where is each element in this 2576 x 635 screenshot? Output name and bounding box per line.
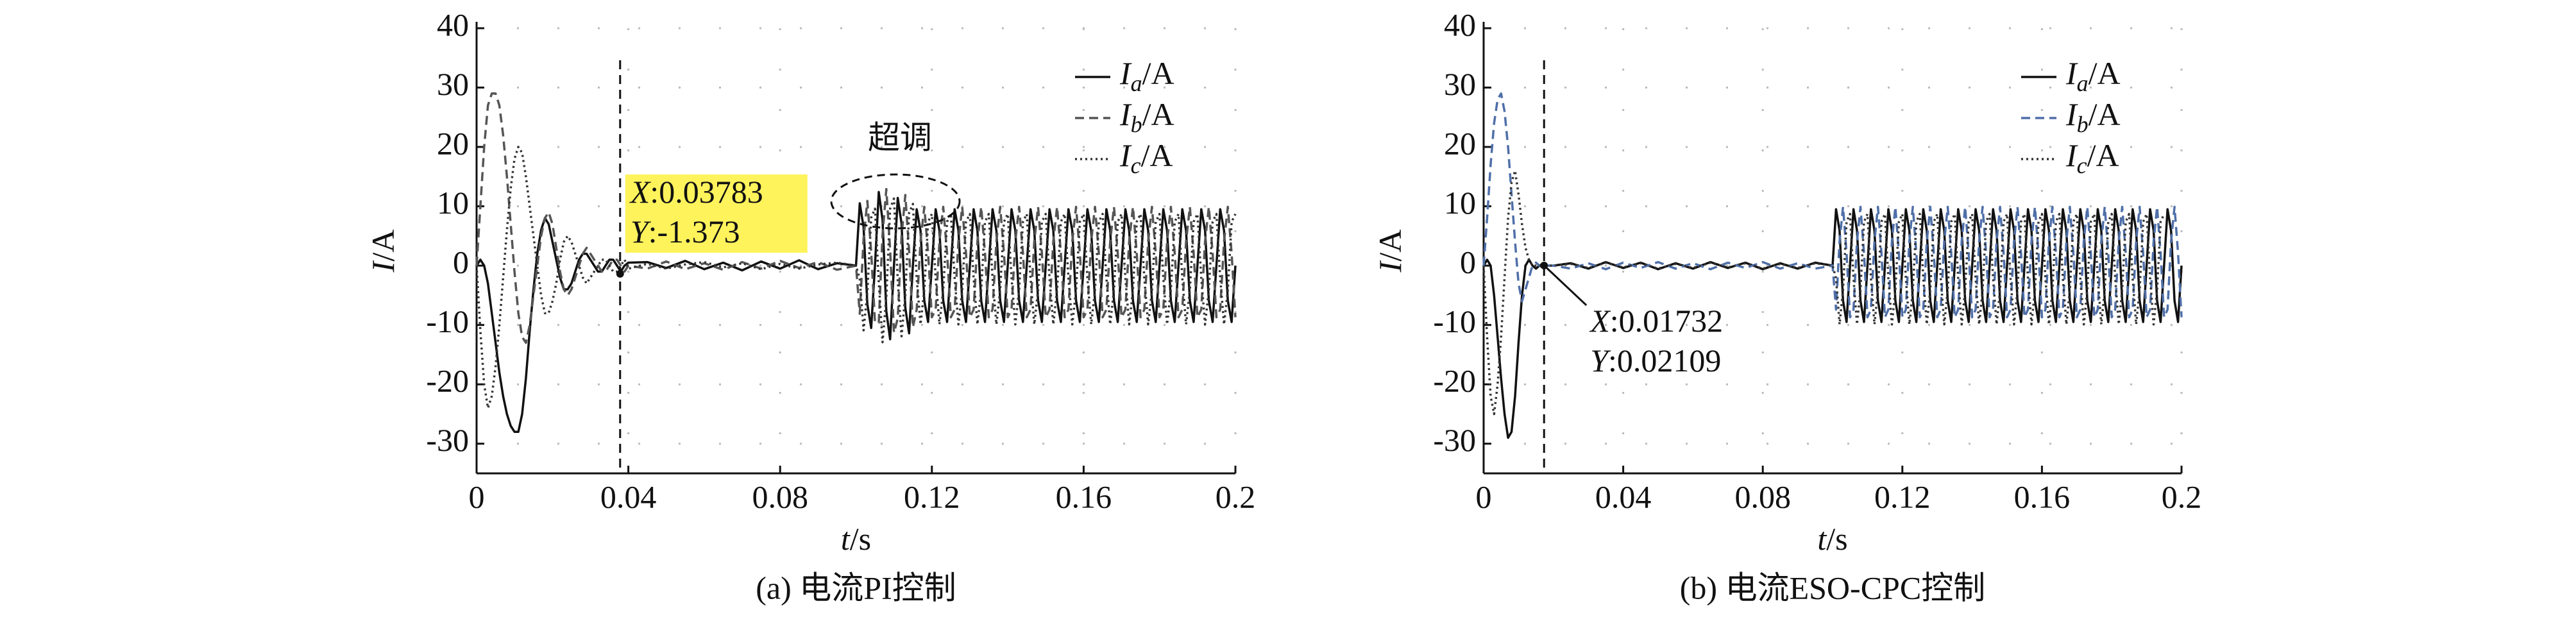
legend-label: Ia/A (2065, 55, 2121, 96)
series-line (1482, 92, 2183, 319)
panel: -30 -20 -10 0 10 20 30 40 0 0.04 0.08 0.12 0.16 0.2 t/… (365, 6, 1255, 605)
annotation-point (616, 269, 624, 278)
overshoot-ellipse (830, 173, 961, 230)
y-axis-label: I/A (365, 230, 401, 273)
overshoot-note: 超调 (868, 119, 932, 157)
panel: -30 -20 -10 0 10 20 30 40 0 0.04 0.08 0.12 0.16 0.2 t/… (1372, 6, 2201, 605)
y-tick-label: 10 (437, 185, 469, 221)
legend-label: Ib/A (2065, 96, 2121, 137)
annotation-x: X:0.01732 (1589, 303, 1723, 339)
caption: (a) 电流PI控制 (756, 570, 956, 605)
series-line (1482, 208, 2183, 439)
y-tick-label: 20 (1444, 126, 1476, 162)
y-tick-label: 20 (437, 126, 469, 162)
y-tick-label: 30 (1444, 66, 1476, 102)
annotation-y: Y:0.02109 (1590, 343, 1721, 378)
y-axis-label: I/A (1372, 230, 1408, 273)
legend-label: Ia/A (1119, 55, 1174, 96)
x-tick-label: 0.16 (2014, 478, 2071, 514)
series-line (475, 146, 1237, 409)
x-tick-label: 0.2 (1216, 478, 1256, 514)
y-tick-label: 0 (1460, 244, 1476, 280)
x-tick-label: 0 (469, 478, 485, 514)
x-tick-label: 0.12 (904, 478, 960, 514)
y-tick-label: 0 (453, 244, 469, 280)
y-tick-label: -20 (426, 363, 469, 399)
x-tick-label: 0.04 (1595, 478, 1652, 514)
y-tick-label: 30 (437, 66, 469, 102)
x-tick-label: 0.08 (752, 478, 808, 514)
y-tick-label: -10 (1433, 303, 1476, 339)
series-line (1482, 169, 2165, 416)
y-tick-label: 10 (1444, 185, 1476, 221)
x-tick-label: 0.08 (1734, 478, 1791, 514)
x-axis-label: t/s (1817, 521, 1847, 557)
annotation-y: Y:-1.373 (631, 214, 740, 250)
x-tick-label: 0.12 (1874, 478, 1931, 514)
annotation-x: X:0.03783 (629, 174, 763, 210)
series-line (475, 92, 1237, 344)
y-tick-label: -30 (1433, 422, 1476, 458)
legend-label: Ib/A (1119, 96, 1174, 137)
y-tick-label: 40 (1444, 6, 1476, 42)
y-tick-label: -10 (426, 303, 469, 339)
x-axis-label: t/s (841, 521, 871, 557)
x-tick-label: 0 (1476, 478, 1492, 514)
legend-label: Ic/A (2065, 137, 2119, 178)
y-tick-label: -20 (1433, 363, 1476, 399)
x-tick-label: 0.16 (1056, 478, 1112, 514)
legend-label: Ic/A (1119, 137, 1173, 178)
annotation-leader (1543, 264, 1588, 307)
caption: (b) 电流ESO-CPC控制 (1680, 570, 1985, 605)
x-tick-label: 0.2 (2162, 478, 2202, 514)
y-tick-label: -30 (426, 422, 469, 458)
y-tick-label: 40 (437, 6, 469, 42)
x-tick-label: 0.04 (600, 478, 657, 514)
annotation-box (625, 174, 808, 253)
